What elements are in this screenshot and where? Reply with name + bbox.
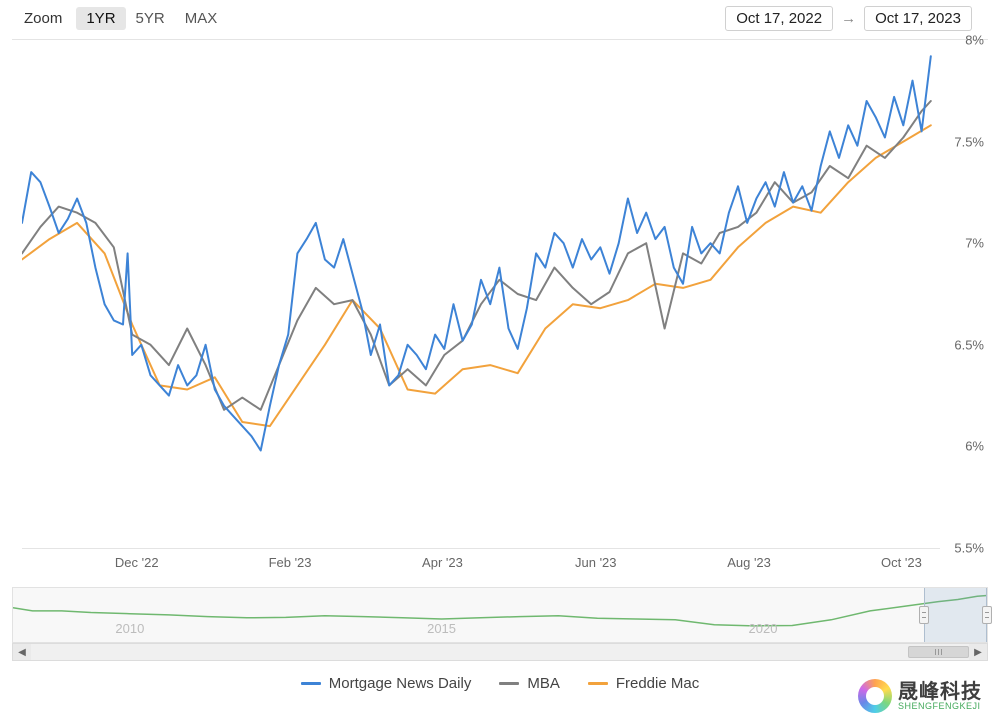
zoom-1yr-button[interactable]: 1YR (76, 7, 125, 30)
scroll-right-button[interactable]: ▶ (969, 644, 987, 660)
date-range: Oct 17, 2022 → Oct 17, 2023 (725, 6, 972, 31)
legend-swatch (301, 682, 321, 685)
x-tick: Dec '22 (115, 555, 159, 570)
y-tick: 5.5% (954, 541, 984, 556)
y-tick: 7% (965, 236, 984, 251)
legend-swatch (499, 682, 519, 685)
legend-label: Freddie Mac (616, 675, 699, 692)
navigator-wrap: 2010 2015 2020 (12, 587, 988, 643)
x-tick: Jun '23 (575, 555, 617, 570)
zoom-label: Zoom (24, 10, 62, 27)
x-tick: Aug '23 (727, 555, 771, 570)
scroll-track[interactable] (31, 644, 969, 660)
x-tick: Oct '23 (881, 555, 922, 570)
watermark-logo-icon (858, 679, 892, 713)
navigator-handle-end[interactable] (982, 606, 992, 624)
zoom-max-button[interactable]: MAX (175, 7, 228, 30)
navigator-window[interactable] (924, 588, 987, 642)
legend-swatch (588, 682, 608, 685)
plot-area[interactable] (22, 40, 940, 549)
legend-item[interactable]: MBA (499, 675, 560, 692)
scroll-left-button[interactable]: ◀ (13, 644, 31, 660)
toolbar: Zoom 1YR5YRMAX Oct 17, 2022 → Oct 17, 20… (0, 0, 1000, 37)
main-chart[interactable]: 5.5%6%6.5%7%7.5%8% Dec '22Feb '23Apr '23… (12, 39, 988, 579)
series-line (22, 125, 931, 426)
navigator-handle-start[interactable] (919, 606, 929, 624)
navigator-line (13, 596, 987, 626)
navigator-label: 2015 (427, 621, 456, 636)
navigator-svg (13, 588, 987, 642)
x-tick: Apr '23 (422, 555, 463, 570)
series-line (22, 56, 931, 450)
legend-item[interactable]: Mortgage News Daily (301, 675, 472, 692)
legend-label: Mortgage News Daily (329, 675, 472, 692)
navigator-label: 2020 (749, 621, 778, 636)
y-axis: 5.5%6%6.5%7%7.5%8% (940, 40, 988, 579)
date-to-input[interactable]: Oct 17, 2023 (864, 6, 972, 31)
watermark-text: 晟峰科技 SHENGFENGKEJI (898, 682, 982, 711)
navigator[interactable]: 2010 2015 2020 (12, 587, 988, 643)
y-tick: 6.5% (954, 337, 984, 352)
arrow-right-icon: → (841, 10, 856, 27)
x-axis: Dec '22 Feb '23 Apr '23 Jun '23 Aug '23 Oct '… (22, 549, 940, 579)
navigator-label: 2010 (115, 621, 144, 636)
legend-item[interactable]: Freddie Mac (588, 675, 699, 692)
date-from-input[interactable]: Oct 17, 2022 (725, 6, 833, 31)
y-tick: 6% (965, 439, 984, 454)
watermark-cn: 晟峰科技 (898, 682, 982, 702)
zoom-group: Zoom 1YR5YRMAX (24, 10, 227, 27)
line-chart-svg (22, 40, 940, 548)
y-tick: 7.5% (954, 134, 984, 149)
series-line (22, 101, 931, 410)
watermark: 晟峰科技 SHENGFENGKEJI (858, 679, 982, 713)
scrollbar[interactable]: ◀ ▶ (12, 643, 988, 661)
zoom-5yr-button[interactable]: 5YR (126, 7, 175, 30)
x-tick: Feb '23 (269, 555, 312, 570)
watermark-en: SHENGFENGKEJI (898, 702, 982, 711)
scroll-thumb[interactable] (908, 646, 969, 658)
legend: Mortgage News Daily MBA Freddie Mac (0, 661, 1000, 692)
legend-label: MBA (527, 675, 560, 692)
